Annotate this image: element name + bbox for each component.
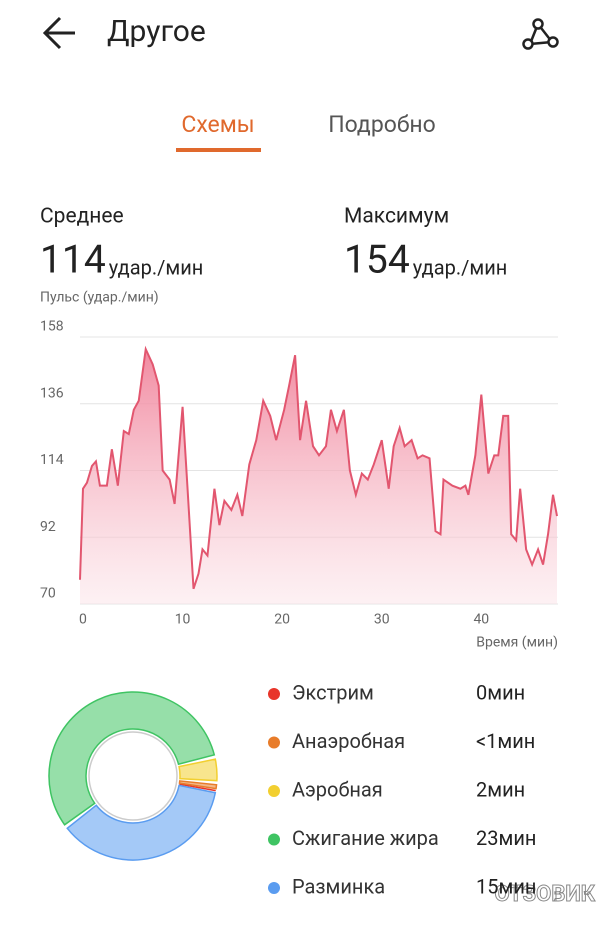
y-tick-label: 136: [40, 385, 64, 401]
donut-segment: [178, 780, 218, 790]
y-axis-label: Пульс (удар./мин): [40, 290, 159, 306]
donut-segment: [178, 758, 218, 782]
y-tick-label: 158: [40, 319, 64, 335]
tab-active[interactable]: Схемы: [181, 111, 254, 138]
legend-dot: [268, 833, 280, 846]
y-tick-label: 92: [40, 519, 56, 535]
x-tick-label: 0: [79, 612, 87, 628]
tab-underline: [176, 148, 261, 152]
stat-label: Среднее: [40, 205, 124, 229]
zone-duration: 2мин: [476, 777, 525, 801]
tab[interactable]: Подробно: [328, 111, 436, 138]
legend-dot: [268, 785, 280, 797]
zone-duration: 15мин: [476, 874, 536, 898]
legend-dot: [268, 736, 280, 749]
x-tick-label: 30: [374, 612, 390, 628]
share-button[interactable]: [522, 18, 559, 50]
area-fill: [80, 349, 558, 604]
stat-value: 114: [40, 236, 106, 282]
zone-duration: <1мин: [476, 729, 535, 753]
stat-unit: удар./мин: [413, 255, 508, 279]
zone-duration: 23мин: [476, 826, 536, 850]
legend-label: Анаэробная: [292, 729, 405, 753]
legend-dot: [268, 688, 280, 700]
legend-label: Экстрим: [292, 680, 374, 704]
stat-value: 154: [344, 236, 410, 282]
stat-unit: удар./мин: [109, 255, 204, 279]
donut-segment: [66, 784, 217, 861]
x-tick-label: 10: [175, 612, 191, 628]
legend-dot: [268, 882, 280, 894]
back-button[interactable]: [42, 16, 75, 50]
legend-label: Сжигание жира: [292, 826, 439, 850]
legend-label: Разминка: [292, 874, 385, 898]
donut-hole: [88, 731, 178, 821]
y-tick-label: 114: [40, 452, 64, 468]
x-tick-label: 20: [274, 612, 290, 628]
stat-label: Максимум: [344, 205, 449, 229]
donut-segment: [48, 691, 216, 826]
legend-label: Аэробная: [292, 777, 383, 801]
line: [79, 345, 558, 590]
x-tick-label: 40: [473, 612, 489, 628]
watermark: ОТЗОВИК: [495, 882, 596, 907]
zone-duration: 0мин: [476, 680, 525, 704]
title: Другое: [107, 14, 206, 49]
y-tick-label: 70: [40, 586, 56, 602]
x-axis-label: Время (мин): [476, 635, 558, 651]
